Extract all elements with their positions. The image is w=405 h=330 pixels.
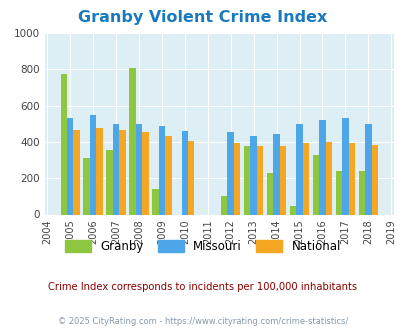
Bar [83, 158, 90, 215]
Bar [279, 147, 286, 214]
Bar [188, 141, 194, 214]
Bar [142, 132, 148, 214]
Bar [73, 130, 80, 214]
Bar [106, 150, 113, 214]
Bar [243, 147, 250, 214]
Bar [113, 124, 119, 214]
Text: Crime Index corresponds to incidents per 100,000 inhabitants: Crime Index corresponds to incidents per… [48, 282, 357, 292]
Bar [165, 137, 171, 214]
Bar [348, 143, 354, 214]
Bar [221, 196, 227, 214]
Bar [296, 124, 302, 214]
Bar [96, 128, 102, 214]
Bar [181, 131, 188, 214]
Bar [158, 125, 165, 214]
Bar [364, 124, 371, 214]
Bar [129, 68, 135, 215]
Bar [341, 118, 348, 214]
Bar [325, 142, 331, 214]
Bar [152, 189, 158, 214]
Bar [273, 134, 279, 214]
Text: © 2025 CityRating.com - https://www.cityrating.com/crime-statistics/: © 2025 CityRating.com - https://www.city… [58, 317, 347, 326]
Bar [256, 147, 262, 214]
Bar [266, 173, 273, 214]
Bar [119, 130, 126, 214]
Bar [135, 124, 142, 214]
Legend: Granby, Missouri, National: Granby, Missouri, National [65, 240, 340, 253]
Bar [302, 143, 308, 214]
Bar [90, 115, 96, 214]
Bar [312, 154, 318, 214]
Bar [335, 171, 341, 214]
Bar [233, 143, 240, 214]
Bar [289, 206, 296, 214]
Bar [318, 120, 325, 214]
Bar [227, 132, 233, 214]
Bar [371, 145, 377, 214]
Bar [67, 118, 73, 214]
Text: Granby Violent Crime Index: Granby Violent Crime Index [78, 10, 327, 25]
Bar [60, 74, 67, 214]
Bar [358, 171, 364, 214]
Bar [250, 137, 256, 214]
